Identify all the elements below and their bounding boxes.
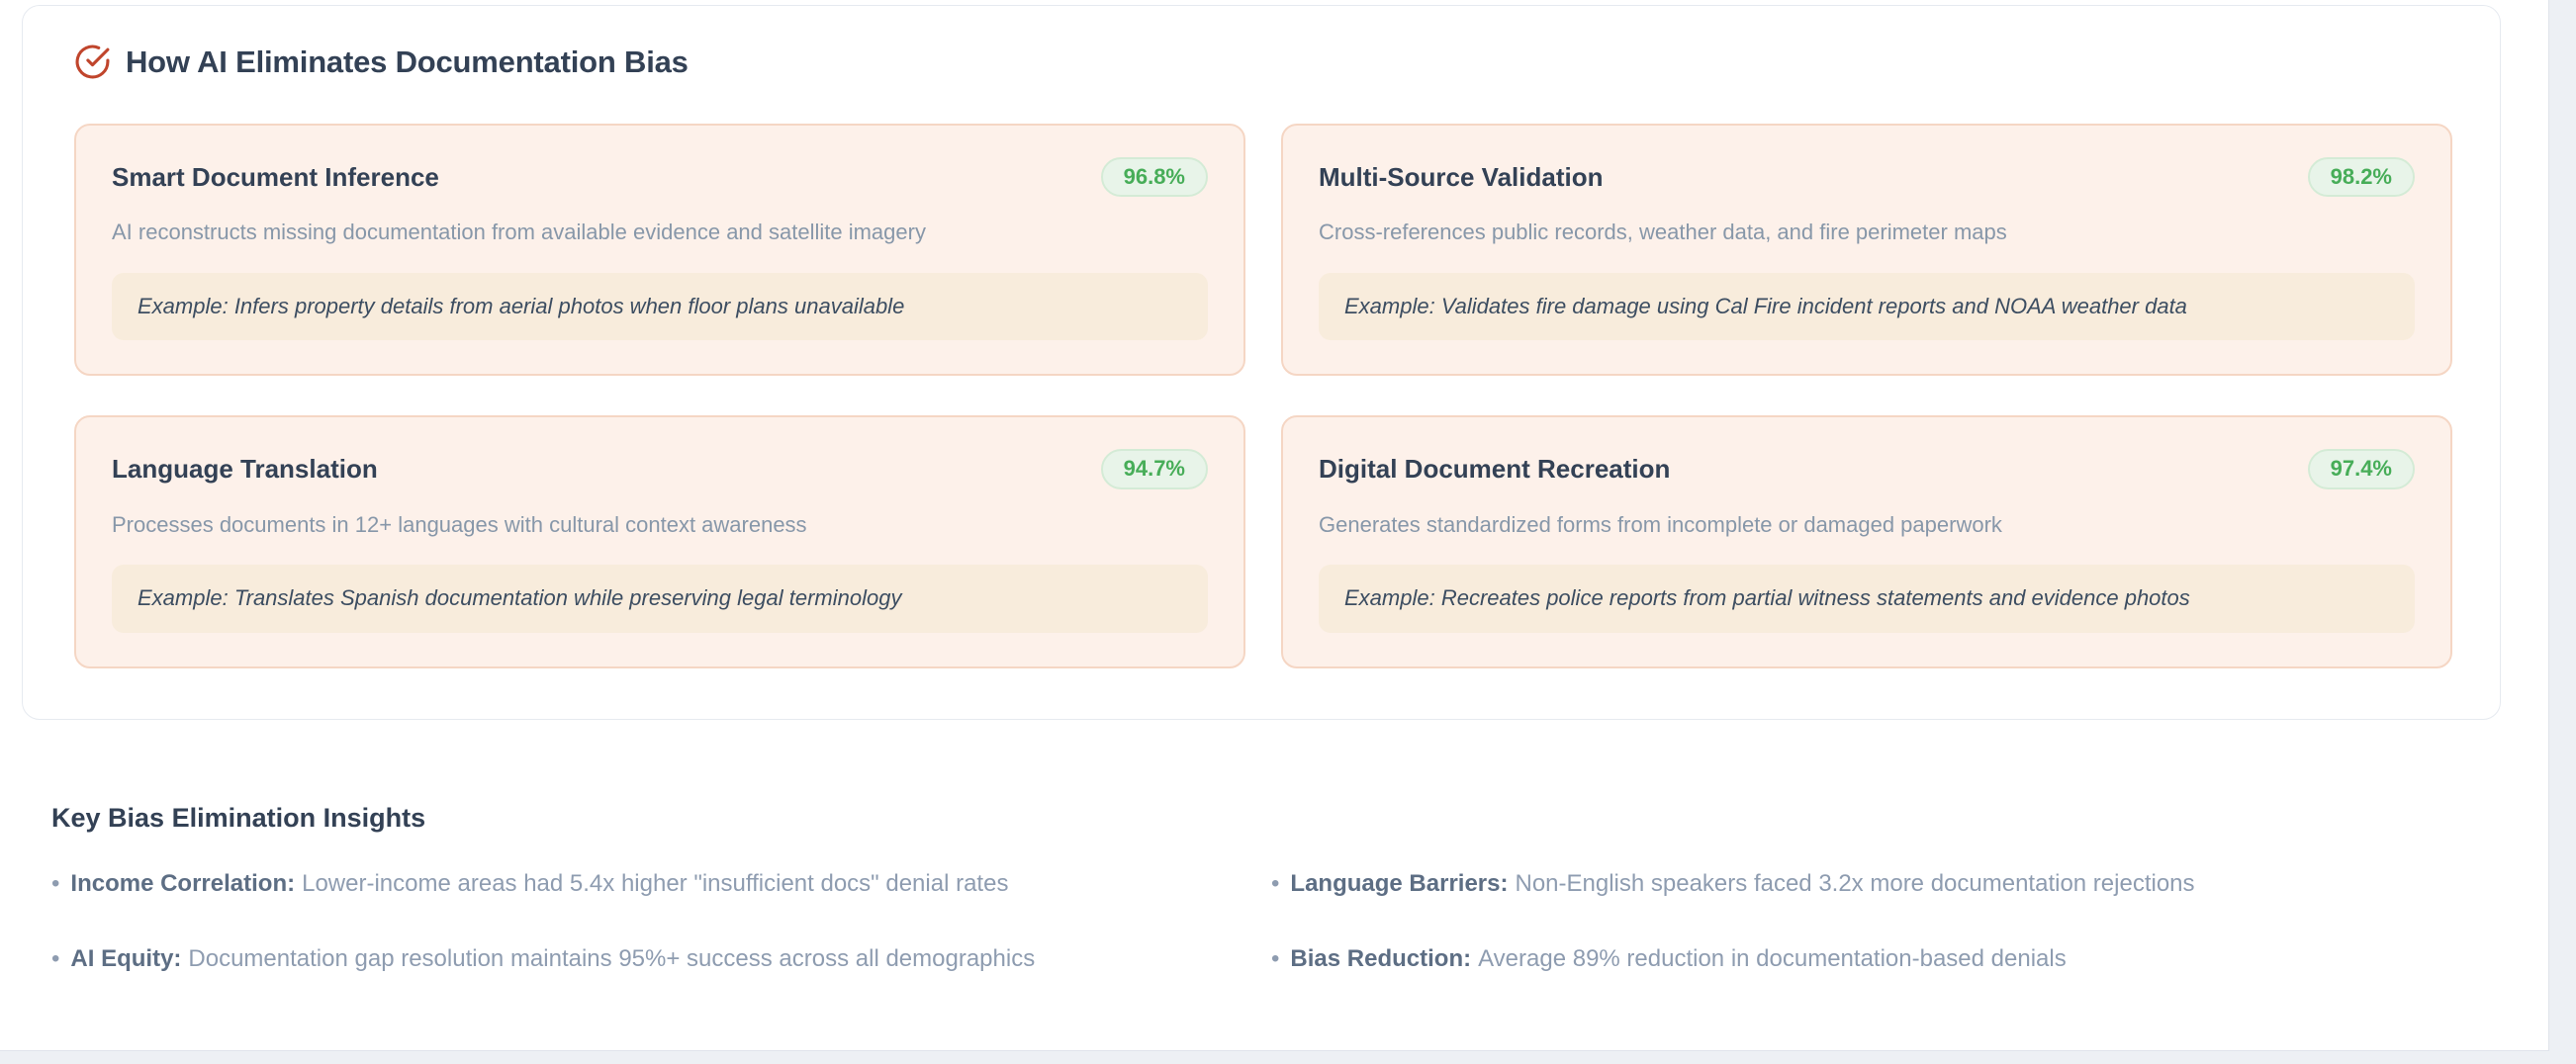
capability-card: Smart Document Inference 96.8% AI recons… <box>74 124 1245 377</box>
capability-description: Cross-references public records, weather… <box>1319 220 2007 245</box>
insight-label: Income Correlation: <box>70 870 296 897</box>
capability-card: Language Translation 94.7% Processes doc… <box>74 415 1245 668</box>
capability-example: Example: Translates Spanish documentatio… <box>112 565 1208 633</box>
insights-heading: Key Bias Elimination Insights <box>51 803 426 833</box>
insight-text: Average 89% reduction in documentation-b… <box>1478 945 2067 972</box>
bullet-icon: • <box>1271 870 1280 897</box>
capability-card: Digital Document Recreation 97.4% Genera… <box>1281 415 2452 668</box>
ai-bias-section-card: How AI Eliminates Documentation Bias Sma… <box>22 5 2501 720</box>
insight-item: • Bias Reduction: Average 89% reduction in… <box>1271 944 2475 974</box>
accuracy-badge: 96.8% <box>1100 157 1208 198</box>
accuracy-badge: 94.7% <box>1100 449 1208 489</box>
capability-card-header: Digital Document Recreation 97.4% <box>1319 449 2415 489</box>
section-title: How AI Eliminates Documentation Bias <box>126 44 689 79</box>
insight-text: Documentation gap resolution maintains 9… <box>188 945 1036 972</box>
content-panel: How AI Eliminates Documentation Bias Sma… <box>0 0 2549 1051</box>
capability-card-header: Smart Document Inference 96.8% <box>112 157 1208 198</box>
accuracy-badge: 97.4% <box>2307 449 2415 489</box>
insight-item: • Income Correlation: Lower-income areas h… <box>51 869 1271 899</box>
insight-label: Bias Reduction: <box>1290 945 1472 972</box>
capability-cards-grid: Smart Document Inference 96.8% AI recons… <box>74 124 2452 668</box>
capability-title: Multi-Source Validation <box>1319 161 1604 192</box>
bullet-icon: • <box>51 870 60 897</box>
insight-label: AI Equity: <box>70 945 182 972</box>
capability-card: Multi-Source Validation 98.2% Cross-refe… <box>1281 124 2452 377</box>
bullet-icon: • <box>1271 945 1280 972</box>
capability-description: Processes documents in 12+ languages wit… <box>112 511 807 537</box>
insight-text: Non-English speakers faced 3.2x more doc… <box>1515 870 2195 897</box>
capability-example: Example: Infers property details from ae… <box>112 272 1208 341</box>
insight-label: Language Barriers: <box>1290 870 1509 897</box>
section-header: How AI Eliminates Documentation Bias <box>74 44 2452 80</box>
capability-card-header: Language Translation 94.7% <box>112 449 1208 489</box>
insight-item: • Language Barriers: Non-English speakers … <box>1271 869 2475 899</box>
bullet-icon: • <box>51 945 60 972</box>
capability-title: Digital Document Recreation <box>1319 453 1671 484</box>
check-circle-icon <box>75 44 110 79</box>
capability-card-header: Multi-Source Validation 98.2% <box>1319 157 2415 198</box>
capability-description: AI reconstructs missing documentation fr… <box>112 220 926 245</box>
capability-example: Example: Recreates police reports from p… <box>1319 565 2415 633</box>
insights-grid: • Income Correlation: Lower-income areas h… <box>51 869 2475 974</box>
capability-title: Language Translation <box>112 453 378 484</box>
insight-text: Lower-income areas had 5.4x higher "insu… <box>302 870 1009 897</box>
capability-description: Generates standardized forms from incomp… <box>1319 511 2002 537</box>
accuracy-badge: 98.2% <box>2307 157 2415 198</box>
capability-title: Smart Document Inference <box>112 161 439 192</box>
insights-section: Key Bias Elimination Insights • Income Co… <box>51 803 2475 974</box>
insight-item: • AI Equity: Documentation gap resolution … <box>51 944 1271 974</box>
capability-example: Example: Validates fire damage using Cal… <box>1319 272 2415 341</box>
